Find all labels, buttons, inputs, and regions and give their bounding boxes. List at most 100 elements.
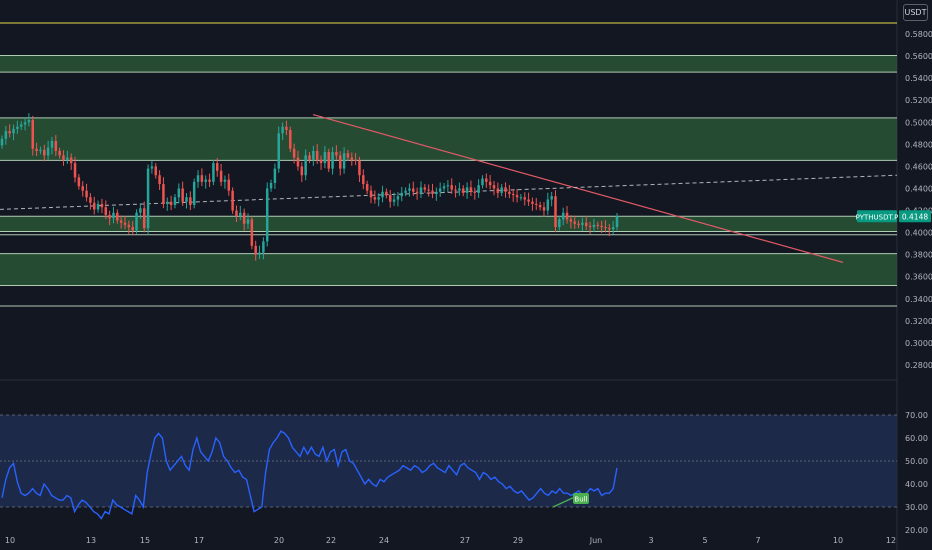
candle-body[interactable] bbox=[473, 191, 477, 193]
candle-body[interactable] bbox=[450, 185, 453, 190]
candle-body[interactable] bbox=[231, 190, 234, 211]
candle-body[interactable] bbox=[31, 120, 34, 149]
candle-body[interactable] bbox=[358, 160, 361, 176]
candle-body[interactable] bbox=[408, 188, 411, 191]
candle-body[interactable] bbox=[554, 196, 557, 228]
candle-body[interactable] bbox=[496, 188, 500, 193]
candle-body[interactable] bbox=[438, 188, 442, 192]
candle-body[interactable] bbox=[312, 150, 315, 160]
candle-body[interactable] bbox=[481, 178, 484, 186]
candle-body[interactable] bbox=[204, 179, 207, 182]
candle-body[interactable] bbox=[235, 210, 238, 217]
candle-body[interactable] bbox=[377, 197, 380, 200]
candle-body[interactable] bbox=[615, 216, 619, 228]
candle-body[interactable] bbox=[477, 185, 480, 193]
candle-body[interactable] bbox=[527, 199, 530, 202]
candle-body[interactable] bbox=[588, 225, 592, 228]
candle-body[interactable] bbox=[277, 133, 280, 169]
candle-body[interactable] bbox=[542, 207, 546, 211]
candle-body[interactable] bbox=[292, 148, 296, 158]
candle-body[interactable] bbox=[515, 195, 519, 198]
candle-body[interactable] bbox=[85, 190, 88, 198]
currency-selector[interactable]: USDT bbox=[903, 4, 928, 21]
candle-body[interactable] bbox=[412, 188, 415, 192]
candle-body[interactable] bbox=[365, 184, 369, 191]
candle-body[interactable] bbox=[16, 126, 19, 129]
candle-body[interactable] bbox=[135, 212, 138, 231]
candle-body[interactable] bbox=[131, 227, 134, 231]
candle-body[interactable] bbox=[54, 141, 58, 151]
candle-body[interactable] bbox=[154, 166, 157, 176]
candle-body[interactable] bbox=[327, 152, 330, 169]
candle-body[interactable] bbox=[93, 202, 96, 210]
candle-body[interactable] bbox=[550, 196, 553, 200]
candle-body[interactable] bbox=[335, 152, 338, 156]
candle-body[interactable] bbox=[396, 196, 400, 200]
candle-body[interactable] bbox=[223, 179, 227, 182]
candle-body[interactable] bbox=[546, 199, 550, 211]
candle-body[interactable] bbox=[350, 157, 354, 160]
candle-body[interactable] bbox=[446, 185, 450, 187]
candle-body[interactable] bbox=[173, 197, 177, 206]
candle-body[interactable] bbox=[385, 191, 388, 196]
candle-body[interactable] bbox=[423, 187, 427, 190]
candle-body[interactable] bbox=[35, 148, 38, 151]
candle-body[interactable] bbox=[169, 201, 173, 206]
candle-body[interactable] bbox=[435, 191, 438, 194]
candle-body[interactable] bbox=[573, 221, 576, 224]
candle-body[interactable] bbox=[346, 153, 350, 158]
candle-body[interactable] bbox=[604, 227, 607, 229]
candle-body[interactable] bbox=[323, 152, 327, 164]
dashed-trend-line[interactable] bbox=[0, 174, 898, 210]
candle-body[interactable] bbox=[185, 197, 188, 202]
candle-body[interactable] bbox=[62, 155, 65, 160]
candle-body[interactable] bbox=[296, 157, 300, 167]
candle-body[interactable] bbox=[112, 212, 115, 219]
candle-body[interactable] bbox=[304, 155, 307, 176]
candle-body[interactable] bbox=[369, 190, 373, 198]
candle-body[interactable] bbox=[273, 168, 277, 183]
candle-body[interactable] bbox=[27, 120, 31, 123]
candle-body[interactable] bbox=[89, 197, 92, 203]
candle-body[interactable] bbox=[561, 212, 565, 220]
candle-body[interactable] bbox=[419, 187, 423, 193]
candle-body[interactable] bbox=[608, 228, 611, 230]
candle-body[interactable] bbox=[69, 157, 73, 164]
candle-body[interactable] bbox=[119, 220, 123, 223]
candle-body[interactable] bbox=[239, 212, 242, 217]
candle-body[interactable] bbox=[319, 159, 323, 164]
candle-body[interactable] bbox=[362, 175, 365, 185]
candle-body[interactable] bbox=[166, 201, 169, 204]
candle-body[interactable] bbox=[81, 186, 84, 191]
candle-body[interactable] bbox=[339, 155, 342, 169]
candle-body[interactable] bbox=[523, 197, 526, 200]
candle-body[interactable] bbox=[269, 182, 273, 189]
candle-body[interactable] bbox=[427, 189, 430, 191]
candle-body[interactable] bbox=[192, 181, 196, 206]
candle-body[interactable] bbox=[342, 153, 346, 169]
candle-body[interactable] bbox=[58, 150, 61, 156]
candle-body[interactable] bbox=[104, 207, 108, 215]
candle-body[interactable] bbox=[100, 203, 104, 208]
candle-body[interactable] bbox=[150, 166, 154, 169]
candle-body[interactable] bbox=[388, 195, 392, 202]
candle-body[interactable] bbox=[265, 188, 269, 242]
candle-body[interactable] bbox=[511, 193, 515, 196]
candle-body[interactable] bbox=[23, 122, 27, 125]
candle-body[interactable] bbox=[146, 168, 150, 229]
candle-body[interactable] bbox=[569, 219, 573, 222]
candle-body[interactable] bbox=[258, 252, 261, 255]
candle-body[interactable] bbox=[181, 188, 184, 202]
candle-body[interactable] bbox=[250, 219, 254, 246]
candle-body[interactable] bbox=[565, 212, 569, 220]
downtrend-line[interactable] bbox=[312, 113, 844, 263]
candle-body[interactable] bbox=[538, 205, 542, 208]
candle-body[interactable] bbox=[315, 150, 319, 160]
candle-body[interactable] bbox=[392, 199, 396, 202]
candle-body[interactable] bbox=[162, 184, 165, 204]
candle-body[interactable] bbox=[415, 191, 419, 193]
candle-body[interactable] bbox=[331, 152, 334, 169]
candle-body[interactable] bbox=[4, 131, 8, 139]
candle-body[interactable] bbox=[108, 214, 111, 219]
